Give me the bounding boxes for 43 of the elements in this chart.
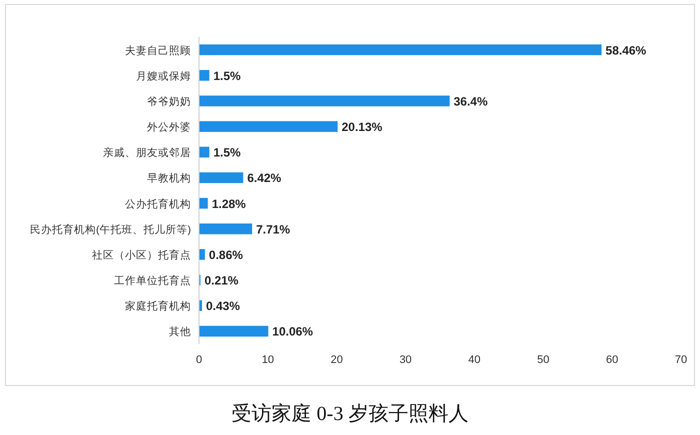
- data-label: 36.4%: [454, 94, 488, 108]
- data-label: 0.86%: [208, 248, 244, 262]
- y-tick-label: 夫妻自己照顾: [125, 44, 191, 57]
- data-label: 1.5%: [213, 146, 242, 160]
- bar: [199, 224, 252, 234]
- data-label: 10.06%: [272, 324, 314, 339]
- x-tick-label: 70: [674, 354, 688, 366]
- bar: [199, 70, 210, 81]
- y-tick-label: 外公外婆: [147, 120, 191, 134]
- data-label: 6.42%: [247, 171, 282, 186]
- x-tick-label: 60: [606, 354, 618, 366]
- x-tick-label: 40: [468, 354, 481, 366]
- bar: [199, 44, 602, 56]
- x-tick-label: 20: [330, 354, 343, 366]
- y-tick-label: 公办托育机构: [125, 197, 191, 210]
- data-label: 1.28%: [212, 196, 246, 211]
- data-label: 58.46%: [606, 43, 647, 58]
- bar: [199, 249, 205, 260]
- y-tick-label: 爷爷奶奶: [147, 94, 191, 108]
- data-label: 7.71%: [256, 222, 290, 236]
- y-tick-label: 家庭托育机构: [125, 300, 191, 313]
- x-tick-label: 10: [262, 354, 274, 366]
- y-tick-label: 工作单位托育点: [114, 274, 191, 288]
- bar: [199, 172, 244, 184]
- y-tick-label: 民办托育机构(午托班、托儿所等): [30, 222, 191, 236]
- y-tick-label: 早教机构: [147, 172, 191, 185]
- bar: [199, 326, 268, 337]
- y-tick-label: 社区（小区）托育点: [92, 248, 191, 262]
- y-tick-label: 月嫂或保姆: [136, 69, 191, 82]
- data-label: 20.13%: [342, 120, 383, 134]
- bar: [199, 146, 210, 158]
- data-label: 1.5%: [213, 68, 242, 83]
- data-label: 0.21%: [204, 274, 239, 288]
- x-tick-label: 0: [196, 354, 202, 366]
- bar: [199, 198, 208, 209]
- x-tick-label: 50: [537, 354, 550, 366]
- bar: [199, 96, 450, 106]
- y-tick-label: 其他: [169, 325, 191, 338]
- data-label: 0.43%: [206, 299, 240, 314]
- y-tick-label: 亲戚、朋友或邻居: [103, 146, 191, 160]
- x-tick-label: 30: [399, 354, 412, 366]
- bar: [199, 121, 338, 132]
- text: 受访家庭 0-3 岁孩子照料人: [232, 403, 468, 425]
